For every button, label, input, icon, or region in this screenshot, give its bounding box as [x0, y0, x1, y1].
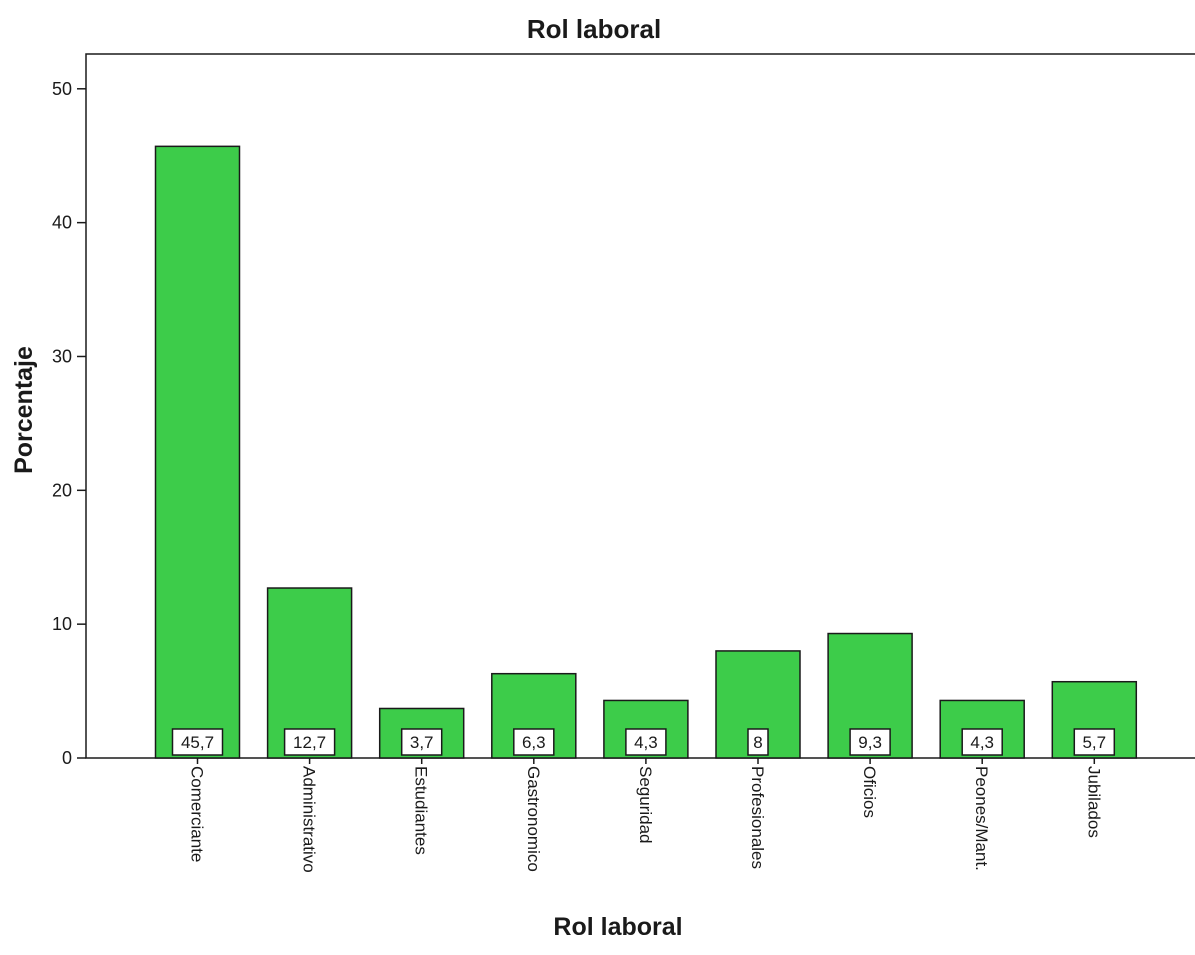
category-label: Estudiantes [412, 766, 431, 855]
data-label: 4,3 [634, 733, 658, 752]
chart-title: Rol laboral [527, 14, 661, 44]
data-label: 3,7 [410, 733, 434, 752]
category-label: Profesionales [748, 766, 767, 869]
x-axis-title: Rol laboral [553, 913, 682, 941]
y-tick-label: 10 [52, 614, 72, 634]
y-axis: 0 10 20 30 40 50 [52, 79, 86, 768]
y-tick-label: 30 [52, 346, 72, 366]
data-label: 45,7 [181, 733, 214, 752]
category-label: Seguridad [636, 766, 655, 844]
category-label: Comerciante [188, 766, 207, 862]
category-label: Jubilados [1084, 766, 1103, 838]
data-label-box [171, 728, 224, 756]
data-label: 6,3 [522, 733, 546, 752]
y-axis-title: Porcentaje [10, 346, 38, 474]
category-label: Gastronomico [524, 766, 543, 872]
data-label-box [747, 728, 769, 756]
y-tick-label: 20 [52, 480, 72, 500]
data-label: 12,7 [293, 733, 326, 752]
y-tick-label: 50 [52, 79, 72, 99]
plot-area-frame [85, 53, 1195, 759]
data-label-box [1073, 728, 1116, 756]
y-tick-label: 40 [52, 213, 72, 233]
data-label: 5,7 [1082, 733, 1106, 752]
bars: 45,7 12,7 3,7 6,3 4,3 8 9,3 4,3 5,7 [154, 145, 1138, 759]
data-label-box [513, 728, 555, 756]
y-tick-label: 0 [62, 748, 72, 768]
data-label-box [961, 728, 1003, 756]
data-label: 4,3 [970, 733, 994, 752]
category-label: Oficios [860, 766, 879, 818]
data-label-box [849, 728, 891, 756]
data-label: 9,3 [858, 733, 882, 752]
bar [154, 145, 241, 759]
category-labels: Comerciante Administrativo Estudiantes Gast… [188, 758, 1103, 873]
data-label-box [625, 728, 667, 756]
data-label-box [400, 728, 443, 756]
data-label: 8 [753, 733, 762, 752]
category-label: Administrativo [300, 766, 319, 873]
category-label: Peones/Mant. [972, 766, 991, 871]
data-label-box [283, 728, 336, 756]
